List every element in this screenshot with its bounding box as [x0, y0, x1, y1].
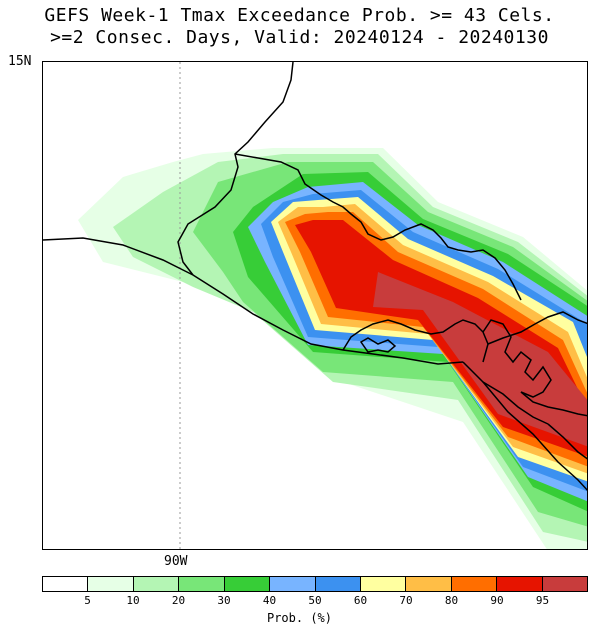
el-salvador-border [342, 319, 489, 363]
guatemala-belize-border [234, 153, 522, 301]
colorbar-swatch-9 [451, 577, 498, 591]
colorbar-swatch-2 [133, 577, 180, 591]
map-panel [42, 61, 588, 550]
colorbar-tick-label: 60 [353, 594, 368, 607]
guatemala-coast [192, 274, 464, 365]
colorbar-swatch-5 [270, 577, 316, 591]
colorbar-tick-label: 80 [444, 594, 459, 607]
colorbar-swatch-4 [224, 577, 271, 591]
colorbar-tick-label: 10 [126, 594, 140, 607]
colorbar-tick-label: 70 [399, 594, 413, 607]
colorbar-swatch-8 [406, 577, 452, 591]
coast-south [482, 381, 587, 491]
colorbar-tick-label: 50 [308, 594, 322, 607]
honduras-border [487, 311, 587, 345]
mexico-pacific-coast [43, 237, 194, 276]
longitude-label: 90W [164, 554, 188, 569]
colorbar-swatch-11 [542, 577, 588, 591]
map-canvas [43, 62, 587, 549]
chart-subtitle: >=2 Consec. Days, Valid: 20240124 - 2024… [50, 27, 549, 48]
coastlines [43, 62, 587, 491]
colorbar-tick-label: 5 [84, 594, 91, 607]
colorbar-swatch-1 [88, 577, 134, 591]
colorbar-label: Prob. (%) [266, 611, 333, 625]
colorbar-swatch-3 [179, 577, 225, 591]
honduras-nicaragua-coast [547, 423, 587, 460]
colorbar-ticks: 5 10 20 30 40 50 60 70 80 90 95 [42, 594, 588, 608]
colorbar-tick-label: 20 [171, 594, 186, 607]
colorbar-tick-label: 30 [217, 594, 231, 607]
gulf-of-fonseca [482, 319, 552, 398]
latitude-label: 15N [8, 54, 32, 69]
nicaragua-border [520, 391, 587, 417]
mexico-guatemala-border [177, 62, 294, 276]
colorbar-swatch-6 [315, 577, 361, 591]
colorbar-tick-label: 90 [490, 594, 504, 607]
colorbar-tick-label: 95 [535, 594, 550, 607]
small-islands [359, 337, 397, 353]
colorbar-swatch-7 [360, 577, 407, 591]
el-salvador-coast [462, 361, 549, 425]
colorbar-tick-label: 40 [262, 594, 277, 607]
colorbar-swatch-10 [497, 577, 543, 591]
colorbar-swatch-0 [43, 577, 89, 591]
chart-title: GEFS Week-1 Tmax Exceedance Prob. >= 43 … [44, 5, 555, 26]
colorbar [42, 576, 588, 592]
